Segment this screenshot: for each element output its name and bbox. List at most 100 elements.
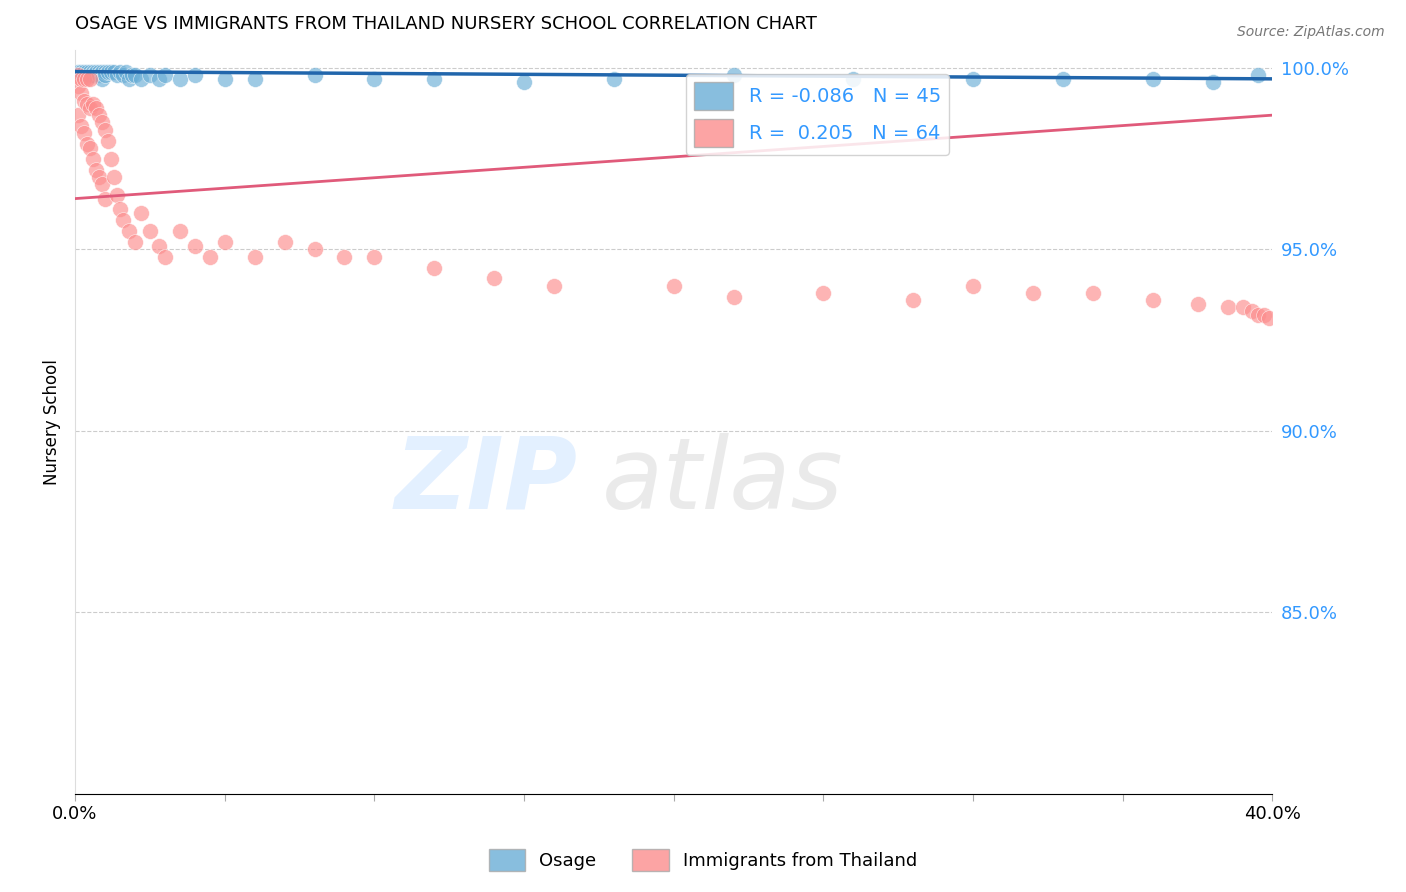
Point [813, 285, 835, 300]
Point [124, 235, 146, 249]
Point [333, 250, 356, 264]
Point [1052, 71, 1074, 86]
Point [1081, 285, 1104, 300]
Point [153, 250, 176, 264]
Point [73, 64, 96, 78]
Text: ZIP: ZIP [395, 433, 578, 530]
Point [1246, 308, 1268, 322]
Point [70, 64, 93, 78]
Point [87, 169, 110, 184]
Point [79, 68, 101, 82]
Point [543, 278, 565, 293]
Point [70, 87, 93, 101]
Point [70, 71, 93, 86]
Point [129, 71, 152, 86]
Legend: R = -0.086   N = 45, R =  0.205   N = 64: R = -0.086 N = 45, R = 0.205 N = 64 [686, 74, 949, 154]
Point [1258, 311, 1281, 326]
Point [423, 260, 446, 275]
Point [100, 64, 122, 78]
Point [1232, 301, 1254, 315]
Text: atlas: atlas [602, 433, 844, 530]
Point [94, 192, 117, 206]
Point [1142, 293, 1164, 308]
Point [962, 71, 984, 86]
Point [842, 71, 865, 86]
Point [169, 224, 191, 238]
Point [214, 71, 236, 86]
Point [76, 97, 98, 112]
Point [1187, 297, 1209, 311]
Point [304, 243, 326, 257]
Point [73, 94, 96, 108]
Point [66, 64, 89, 78]
Point [91, 177, 114, 191]
Point [73, 71, 96, 86]
Text: OSAGE VS IMMIGRANTS FROM THAILAND NURSERY SCHOOL CORRELATION CHART: OSAGE VS IMMIGRANTS FROM THAILAND NURSER… [75, 15, 817, 33]
Point [118, 224, 141, 238]
Point [76, 64, 98, 78]
Point [1216, 301, 1239, 315]
Point [148, 239, 170, 253]
Point [70, 119, 93, 133]
Point [103, 64, 125, 78]
Point [118, 71, 141, 86]
Point [79, 141, 101, 155]
Point [84, 64, 107, 78]
Point [184, 239, 207, 253]
Point [304, 68, 326, 82]
Point [111, 68, 134, 82]
Point [97, 64, 120, 78]
Point [153, 68, 176, 82]
Point [129, 206, 152, 220]
Point [87, 108, 110, 122]
Point [115, 64, 138, 78]
Point [76, 137, 98, 152]
Point [73, 126, 96, 140]
Point [243, 250, 266, 264]
Point [1246, 68, 1268, 82]
Point [66, 79, 89, 94]
Point [603, 71, 626, 86]
Point [97, 134, 120, 148]
Point [723, 68, 745, 82]
Point [962, 278, 984, 293]
Text: Source: ZipAtlas.com: Source: ZipAtlas.com [1237, 25, 1385, 39]
Point [423, 71, 446, 86]
Point [66, 68, 89, 82]
Point [94, 122, 117, 136]
Point [139, 68, 162, 82]
Legend: Osage, Immigrants from Thailand: Osage, Immigrants from Thailand [481, 842, 925, 879]
Point [91, 71, 114, 86]
Point [1142, 71, 1164, 86]
Point [79, 101, 101, 115]
Point [169, 71, 191, 86]
Point [79, 64, 101, 78]
Point [100, 152, 122, 166]
Point [94, 64, 117, 78]
Point [82, 97, 104, 112]
Point [1253, 308, 1275, 322]
Y-axis label: Nursery School: Nursery School [44, 359, 60, 484]
Point [87, 68, 110, 82]
Point [108, 202, 131, 217]
Point [243, 71, 266, 86]
Point [139, 224, 162, 238]
Point [198, 250, 221, 264]
Point [662, 278, 685, 293]
Point [108, 64, 131, 78]
Point [124, 68, 146, 82]
Point [105, 68, 128, 82]
Point [91, 115, 114, 129]
Point [148, 71, 170, 86]
Point [94, 68, 117, 82]
Point [87, 64, 110, 78]
Point [903, 293, 925, 308]
Point [111, 213, 134, 227]
Point [214, 235, 236, 249]
Point [184, 68, 207, 82]
Point [363, 71, 385, 86]
Point [82, 64, 104, 78]
Point [66, 108, 89, 122]
Point [105, 188, 128, 202]
Point [82, 68, 104, 82]
